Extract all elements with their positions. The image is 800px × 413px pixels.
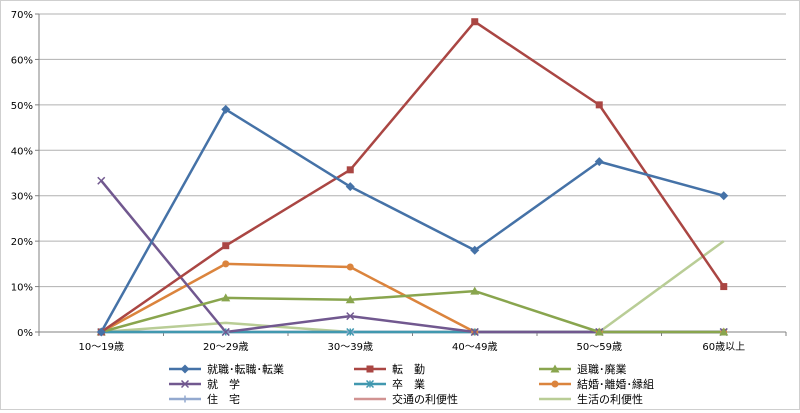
point-marker	[470, 327, 479, 337]
point-marker	[595, 101, 603, 109]
y-tick-label: 50%	[11, 101, 33, 112]
legend-label: 転 勤	[392, 363, 425, 376]
legend-item: 交通の利便性	[354, 392, 458, 406]
point-marker	[345, 295, 355, 304]
point-marker	[470, 245, 480, 255]
point-marker	[719, 191, 729, 201]
legend-item: 就職･転職･転業	[169, 362, 284, 376]
y-tick-label: 20%	[11, 237, 33, 248]
legend-item: 就 学	[169, 377, 240, 391]
series-markers	[96, 18, 729, 337]
point-marker	[365, 379, 375, 389]
point-marker	[96, 327, 106, 337]
legend-label: 住 宅	[207, 392, 240, 406]
gridlines	[39, 13, 786, 333]
y-tick-label: 0%	[17, 328, 33, 339]
legend-label: 結婚･離婚･縁組	[577, 377, 654, 391]
point-marker	[180, 379, 190, 389]
legend-item: 転 勤	[354, 363, 425, 376]
point-marker	[551, 380, 559, 388]
point-marker	[594, 157, 604, 167]
point-marker	[346, 312, 355, 321]
x-tick-label: 60歳以上	[702, 341, 745, 353]
point-marker	[720, 283, 728, 291]
x-tick-label: 10～19歳	[79, 341, 124, 353]
legend-label: 退職･廃業	[577, 362, 627, 376]
marker-stroke	[346, 312, 355, 321]
series-line-6	[100, 262, 724, 334]
point-marker	[550, 364, 560, 373]
marker-stroke	[180, 379, 190, 389]
legend-item: 生活の利便性	[539, 392, 643, 406]
legend-item: 住 宅	[169, 392, 240, 406]
legend-label: 卒 業	[392, 377, 425, 391]
series-line-3	[100, 289, 724, 334]
legend-item: 結婚･離婚･縁組	[539, 377, 654, 391]
legend-label: 就 学	[207, 377, 240, 391]
y-tick-label: 10%	[11, 283, 33, 294]
y-tick-label: 60%	[11, 55, 33, 66]
legend-item: 卒 業	[354, 377, 425, 391]
point-marker	[180, 364, 190, 374]
point-marker	[346, 263, 354, 271]
point-marker	[221, 327, 230, 337]
marker-stroke	[470, 327, 479, 337]
legend-item: 退職･廃業	[539, 362, 627, 376]
legend: 就職･転職･転業 転 勤 退職･廃業就 学 卒 業 結婚･離婚･縁組住 宅 交通の利便性 生…	[169, 362, 654, 406]
point-marker	[346, 327, 355, 337]
legend-label: 就職･転職･転業	[207, 362, 284, 376]
marker-stroke	[221, 327, 230, 337]
point-marker	[366, 365, 374, 373]
series-lines	[100, 20, 725, 334]
y-tick-label: 70%	[11, 10, 33, 21]
marker-stroke	[97, 176, 106, 185]
point-marker	[719, 327, 729, 336]
series-line-1	[100, 108, 725, 333]
point-marker	[181, 395, 189, 403]
point-marker	[222, 260, 230, 268]
point-marker	[594, 327, 604, 336]
y-tick-label: 30%	[11, 192, 33, 203]
series-line-2	[100, 20, 725, 334]
point-marker	[221, 293, 231, 302]
point-marker	[470, 286, 480, 295]
x-tick-label: 50～59歳	[577, 341, 622, 353]
x-tick-label: 40～49歳	[452, 341, 497, 353]
point-marker	[222, 242, 230, 250]
legend-label: 生活の利便性	[577, 392, 643, 406]
x-tick-label: 30～39歳	[328, 341, 373, 353]
point-marker	[221, 104, 231, 114]
y-tick-label: 40%	[11, 146, 33, 157]
point-marker	[97, 176, 106, 185]
x-tick-label: 20～29歳	[203, 341, 248, 353]
point-marker	[471, 18, 479, 26]
legend-label: 交通の利便性	[392, 392, 458, 406]
point-marker	[346, 166, 354, 174]
point-marker	[345, 182, 355, 192]
